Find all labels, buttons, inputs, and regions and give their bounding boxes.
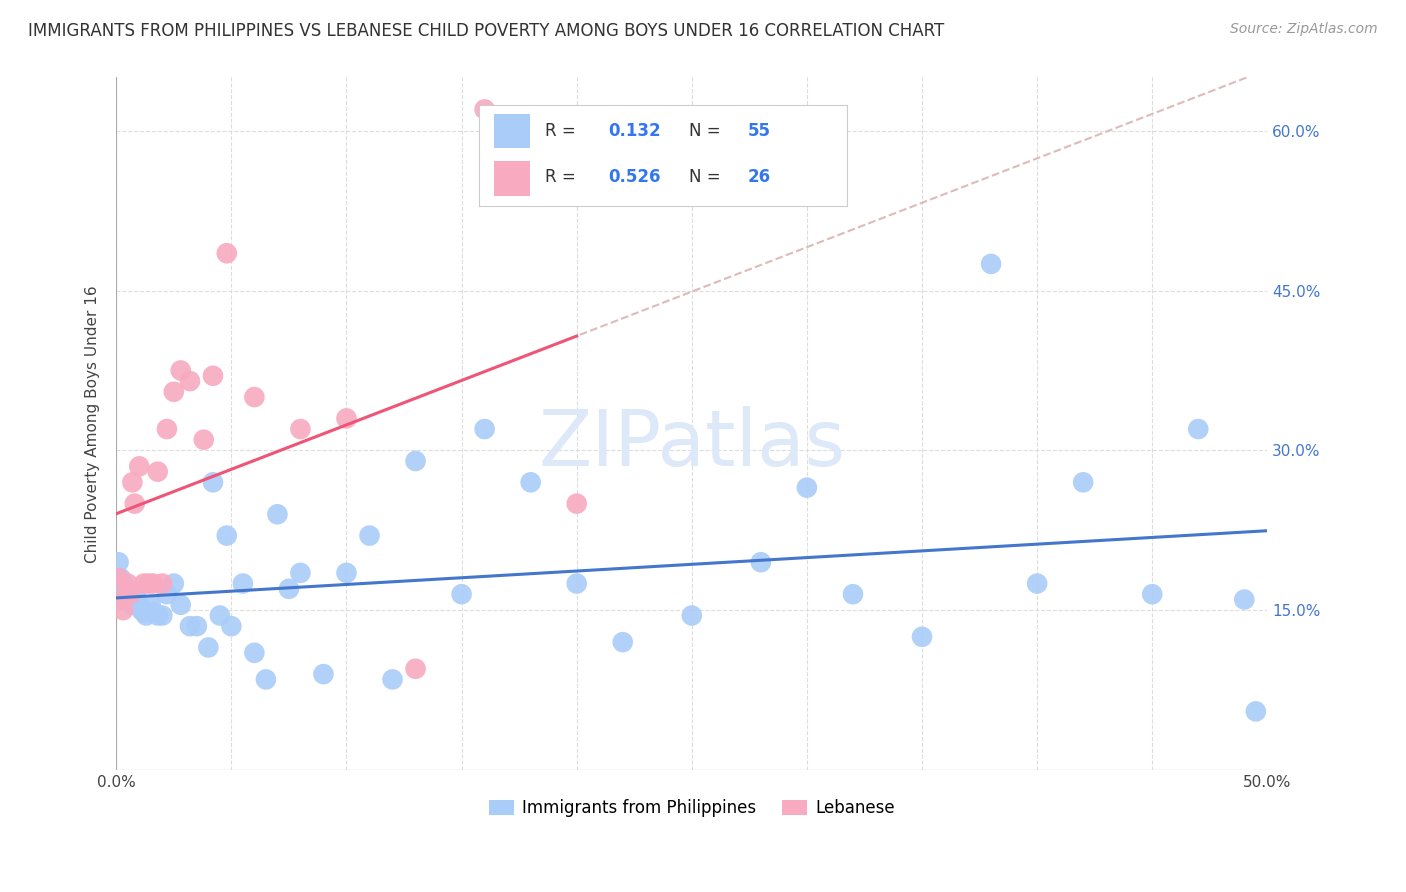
Point: [842, 587, 865, 601]
Point: [201, 475, 224, 490]
Point: [208, 608, 231, 623]
Point: [179, 374, 201, 388]
Point: [117, 587, 139, 601]
Point: [1233, 592, 1256, 607]
Point: [156, 422, 179, 436]
Point: [335, 411, 357, 425]
Point: [117, 576, 139, 591]
Point: [474, 422, 496, 436]
Point: [146, 608, 169, 623]
Point: [125, 592, 148, 607]
Point: [156, 587, 179, 601]
Point: [128, 598, 150, 612]
Point: [381, 673, 404, 687]
Point: [146, 465, 169, 479]
Point: [107, 555, 129, 569]
Point: [121, 475, 143, 490]
Point: [110, 571, 132, 585]
Point: [138, 576, 160, 591]
Point: [221, 619, 243, 633]
Point: [186, 619, 208, 633]
Point: [450, 587, 472, 601]
Point: [749, 555, 772, 569]
Point: [193, 433, 215, 447]
Point: [124, 497, 146, 511]
Point: [243, 390, 266, 404]
Point: [312, 667, 335, 681]
Point: [405, 662, 427, 676]
Point: [139, 598, 162, 612]
Point: [359, 528, 381, 542]
Text: IMMIGRANTS FROM PHILIPPINES VS LEBANESE CHILD POVERTY AMONG BOYS UNDER 16 CORREL: IMMIGRANTS FROM PHILIPPINES VS LEBANESE …: [28, 22, 945, 40]
Point: [796, 481, 818, 495]
Point: [405, 454, 427, 468]
Point: [612, 635, 634, 649]
Point: [121, 598, 143, 612]
Y-axis label: Child Poverty Among Boys Under 16: Child Poverty Among Boys Under 16: [86, 285, 100, 563]
Point: [1244, 705, 1267, 719]
Point: [277, 582, 299, 596]
Point: [110, 592, 132, 607]
Point: [215, 528, 238, 542]
Point: [215, 246, 238, 260]
Point: [290, 566, 312, 580]
Point: [911, 630, 934, 644]
Point: [114, 587, 136, 601]
Point: [197, 640, 219, 655]
Point: [107, 571, 129, 585]
Point: [142, 576, 165, 591]
Point: [290, 422, 312, 436]
Point: [565, 576, 588, 591]
Point: [254, 673, 277, 687]
Point: [132, 605, 155, 619]
Text: ZIPatlas: ZIPatlas: [538, 407, 845, 483]
Point: [131, 603, 153, 617]
Point: [150, 608, 173, 623]
Point: [170, 363, 193, 377]
Point: [201, 368, 224, 383]
Point: [170, 598, 193, 612]
Point: [1187, 422, 1209, 436]
Point: [112, 603, 135, 617]
Point: [163, 576, 186, 591]
Point: [112, 576, 135, 591]
Point: [565, 497, 588, 511]
Point: [232, 576, 254, 591]
Point: [474, 103, 496, 117]
Point: [128, 459, 150, 474]
Point: [132, 576, 155, 591]
Point: [243, 646, 266, 660]
Point: [179, 619, 201, 633]
Point: [1026, 576, 1049, 591]
Point: [163, 384, 186, 399]
Point: [124, 587, 146, 601]
Point: [1142, 587, 1164, 601]
Point: [135, 608, 157, 623]
Point: [120, 587, 142, 601]
Point: [519, 475, 541, 490]
Point: [335, 566, 357, 580]
Point: [120, 587, 142, 601]
Point: [681, 608, 703, 623]
Legend: Immigrants from Philippines, Lebanese: Immigrants from Philippines, Lebanese: [482, 793, 901, 824]
Point: [266, 508, 288, 522]
Point: [142, 605, 165, 619]
Point: [1071, 475, 1094, 490]
Text: Source: ZipAtlas.com: Source: ZipAtlas.com: [1230, 22, 1378, 37]
Point: [150, 576, 173, 591]
Point: [980, 257, 1002, 271]
